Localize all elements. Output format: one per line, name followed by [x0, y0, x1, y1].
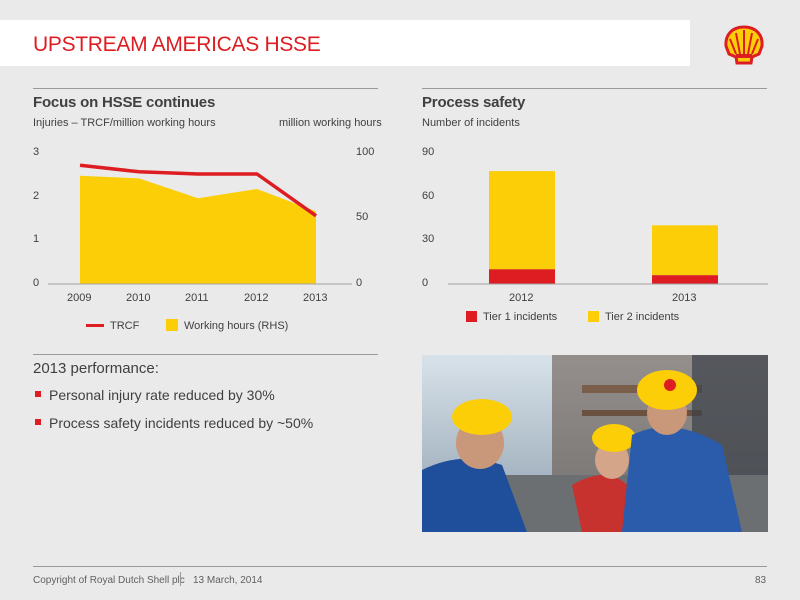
right-y-tick-50: 50 — [356, 211, 369, 223]
right-chart-x-tick-2012: 2012 — [509, 292, 534, 304]
bullet-marker — [35, 391, 41, 398]
footer-rule — [33, 566, 767, 567]
right-chart — [448, 171, 768, 285]
performance-top-rule — [33, 354, 378, 355]
legend-tier1-swatch — [466, 311, 477, 322]
performance-heading: 2013 performance: — [33, 360, 159, 377]
legend-tier2-label: Tier 2 incidents — [605, 311, 680, 323]
left-x-tick-2009: 2009 — [67, 292, 92, 304]
left-chart — [48, 163, 352, 285]
left-chart-right-axis-label: million working hours — [279, 117, 382, 129]
left-y-tick-2: 2 — [33, 190, 40, 202]
right-y-tick-0: 0 — [356, 277, 363, 289]
legend-tier1-label: Tier 1 incidents — [483, 311, 558, 323]
performance-bullet-2: Process safety incidents reduced by ~50% — [35, 415, 313, 431]
left-x-tick-2012: 2012 — [244, 292, 269, 304]
bullet-marker — [35, 419, 41, 426]
bar-tier2-2013 — [652, 225, 718, 276]
left-chart-top-rule — [33, 88, 378, 89]
legend-tier2-swatch — [588, 311, 599, 322]
left-chart-title: Focus on HSSE continues — [33, 94, 216, 111]
performance-bullet-1: Personal injury rate reduced by 30% — [35, 387, 275, 403]
legend-trcf-swatch — [86, 324, 104, 327]
right-chart-y-tick-0: 0 — [422, 277, 429, 289]
bullet-text: Process safety incidents reduced by ~50% — [49, 415, 314, 431]
right-y-tick-100: 100 — [356, 146, 375, 158]
title-band — [0, 20, 690, 66]
footer-date: 13 March, 2014 — [193, 575, 263, 586]
right-chart-y-tick-90: 90 — [422, 146, 435, 158]
workers-photo — [422, 355, 768, 532]
working-hours-area — [80, 175, 316, 284]
bar-tier1-2012 — [489, 269, 555, 284]
footer-divider — [180, 572, 181, 586]
legend-trcf-label: TRCF — [110, 320, 140, 332]
shell-logo — [724, 25, 764, 65]
left-y-tick-3: 3 — [33, 146, 40, 158]
bar-tier2-2012 — [489, 171, 555, 270]
right-chart-y-tick-60: 60 — [422, 190, 435, 202]
right-chart-x-tick-2013: 2013 — [672, 292, 697, 304]
right-chart-title: Process safety — [422, 94, 526, 111]
page-number: 83 — [755, 575, 767, 586]
right-chart-subtitle: Number of incidents — [422, 117, 520, 129]
right-chart-top-rule — [422, 88, 767, 89]
right-chart-y-tick-30: 30 — [422, 233, 435, 245]
footer-copyright: Copyright of Royal Dutch Shell plc — [33, 575, 185, 586]
bullet-text: Personal injury rate reduced by 30% — [49, 387, 275, 403]
left-x-tick-2011: 2011 — [185, 292, 209, 304]
left-x-tick-2010: 2010 — [126, 292, 151, 304]
left-y-tick-1: 1 — [33, 233, 40, 245]
legend-hours-label: Working hours (RHS) — [184, 320, 289, 332]
page-title: UPSTREAM AMERICAS HSSE — [33, 33, 321, 56]
bar-tier1-2013 — [652, 275, 718, 284]
left-y-tick-0: 0 — [33, 277, 40, 289]
legend-hours-swatch — [166, 319, 178, 331]
left-chart-subtitle: Injuries – TRCF/million working hours — [33, 117, 216, 129]
left-x-tick-2013: 2013 — [303, 292, 328, 304]
